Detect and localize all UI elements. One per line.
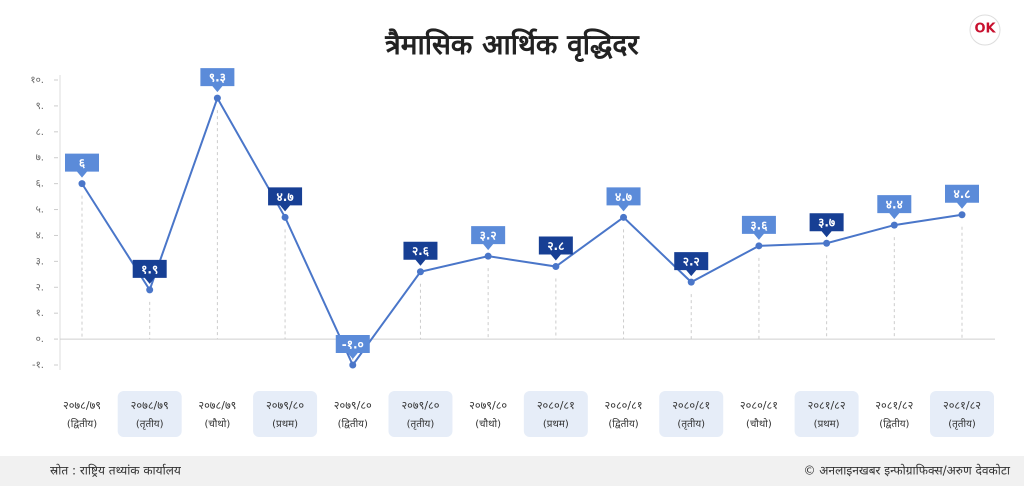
x-tick-sublabel: (चौथो) — [205, 418, 231, 430]
point — [416, 268, 424, 276]
y-tick-label: ४. — [36, 230, 44, 241]
y-tick-label: ०. — [36, 334, 44, 345]
value-label: २.२ — [683, 255, 700, 269]
value-label-box — [335, 335, 370, 359]
x-tick-label: २०८०/८१ — [672, 399, 710, 412]
line — [81, 95, 963, 367]
footer-bar — [0, 456, 1024, 486]
point — [213, 94, 221, 102]
point — [620, 213, 628, 221]
x-tick-sublabel: (तृतीय) — [677, 418, 705, 430]
value-label: ४.७ — [615, 190, 633, 204]
x-tick-label: २०८१/८२ — [875, 399, 913, 412]
x-tick-sublabel: (प्रथम) — [814, 419, 840, 430]
x-tick-label: २०७९/८० — [334, 399, 372, 412]
y-tick-label: ५. — [36, 205, 44, 216]
value-label-box — [674, 252, 709, 277]
chart-title: त्रैमासिक आर्थिक वृद्धिदर — [384, 28, 640, 62]
credit: © अनलाइनखबर इन्फोग्राफिक्स/अरुण देवकोटा — [803, 464, 1010, 478]
value-label: ४.८ — [953, 187, 970, 201]
x-tick-sublabel: (चौथो) — [746, 418, 772, 430]
value-label: -१.० — [342, 338, 364, 352]
point — [146, 286, 154, 294]
x-tick-label: २०८१/८२ — [808, 399, 846, 412]
category-box — [794, 391, 859, 437]
category-box — [930, 391, 994, 437]
value-label-box — [538, 236, 573, 261]
value-label: ३.७ — [818, 216, 836, 230]
y-tick-label: ३. — [36, 256, 44, 267]
y-tick-label: ७. — [36, 153, 44, 164]
x-tick-sublabel: (तृतीय) — [136, 418, 164, 430]
value-label-box — [809, 213, 844, 238]
logo: OK — [974, 22, 996, 37]
point — [958, 211, 966, 219]
value-label: २.६ — [412, 244, 430, 258]
point — [484, 252, 492, 260]
source: स्रोत : राष्ट्रिय तथ्यांक कार्यालय — [50, 464, 182, 478]
value-label-box — [741, 215, 776, 240]
x-tick-sublabel: (तृतीय) — [407, 418, 435, 430]
value-label: ६ — [79, 156, 86, 170]
x-tick-sublabel: (द्वितीय) — [67, 418, 97, 430]
logo-badge — [969, 14, 1001, 46]
x-tick-sublabel: (प्रथम) — [272, 419, 298, 430]
y-tick-label: ८. — [36, 127, 44, 138]
value-label-box — [945, 184, 979, 209]
value-label: ९.३ — [209, 71, 226, 85]
x-tick-label: २०८०/८१ — [740, 399, 778, 412]
value-label: ३.६ — [750, 218, 768, 232]
point — [78, 180, 86, 188]
x-tick-label: २०७८/७९ — [198, 399, 236, 412]
value-label: १.९ — [141, 262, 158, 276]
value-label-box — [268, 187, 303, 212]
value-label-box — [403, 241, 438, 266]
value-label-box — [132, 259, 167, 284]
x-tick-label: २०७८/७९ — [131, 399, 169, 412]
x-tick-label: २०७९/८० — [401, 399, 439, 412]
point — [349, 361, 357, 369]
value-label-box — [606, 187, 641, 212]
value-label: ४.४ — [886, 198, 903, 212]
category-box — [117, 391, 182, 437]
y-tick-label: १०. — [30, 75, 44, 86]
x-tick-label: २०८१/८२ — [943, 399, 981, 412]
x-tick-sublabel: (चौथो) — [475, 418, 501, 430]
x-tick-label: २०८०/८१ — [537, 399, 575, 412]
value-label-box — [65, 153, 99, 178]
y-tick-label: ९. — [36, 101, 44, 112]
category-box — [523, 391, 588, 437]
category-box — [253, 391, 318, 437]
point — [755, 242, 763, 250]
x-tick-sublabel: (तृतीय) — [948, 418, 976, 430]
x-tick-label: २०७८/७९ — [63, 399, 101, 412]
x-tick-sublabel: (द्वितीय) — [879, 418, 909, 430]
category-box — [659, 391, 724, 437]
value-label: ४.७ — [277, 190, 295, 204]
value-label-box — [877, 195, 912, 220]
x-tick-sublabel: (प्रथम) — [543, 419, 569, 430]
y-tick-label: -१. — [32, 360, 44, 371]
category-box — [388, 391, 453, 437]
y-tick-label: २. — [36, 282, 44, 293]
x-tick-sublabel: (द्वितीय) — [338, 418, 368, 430]
x-tick-sublabel: (द्वितीय) — [608, 418, 638, 430]
value-label: २.८ — [547, 239, 564, 253]
y-tick-label: ६. — [36, 179, 44, 190]
x-tick-label: २०७९/८० — [266, 399, 304, 412]
point — [823, 239, 831, 247]
point — [890, 221, 898, 229]
y-tick-label: १. — [36, 308, 44, 319]
point — [552, 263, 560, 271]
point — [281, 213, 289, 221]
x-tick-label: २०७९/८० — [469, 399, 507, 412]
point — [687, 278, 695, 286]
value-label: ३.२ — [480, 229, 497, 243]
value-label-box — [200, 68, 235, 93]
value-label-box — [471, 226, 506, 251]
x-tick-label: २०८०/८१ — [605, 399, 643, 412]
